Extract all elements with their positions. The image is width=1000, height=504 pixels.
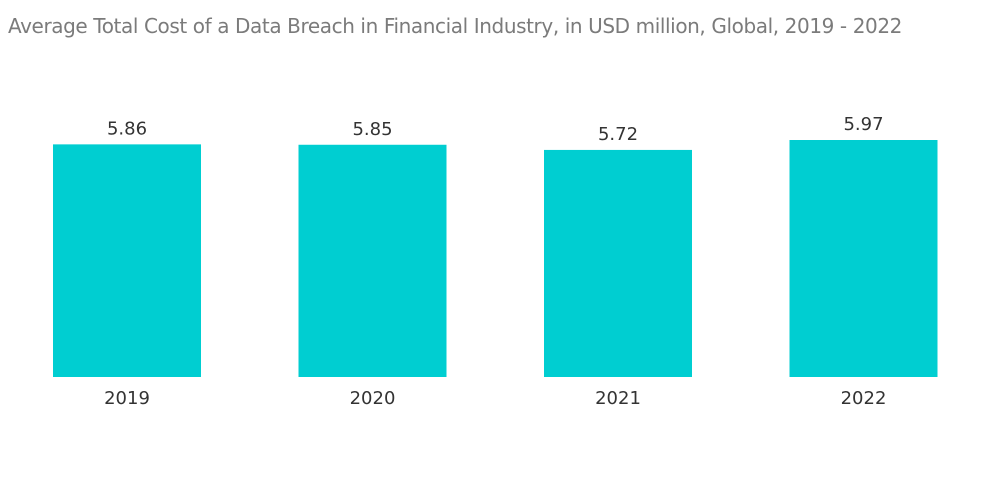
value-labels-layer: 5.86 5.85 5.72 5.97 (107, 114, 884, 145)
x-tick-label-2022: 2022 (841, 388, 887, 409)
bar-2022 (789, 140, 938, 377)
value-label-2021: 5.72 (598, 124, 638, 145)
x-axis-ticks: 2019 2020 2021 2022 (104, 388, 886, 409)
bar-2020 (298, 144, 447, 377)
x-tick-label-2019: 2019 (104, 388, 150, 409)
bar-2021 (544, 149, 692, 377)
x-tick-label-2020: 2020 (350, 388, 396, 409)
value-label-2020: 5.85 (352, 119, 392, 140)
chart-title: Average Total Cost of a Data Breach in F… (8, 14, 902, 38)
x-tick-label-2021: 2021 (595, 388, 641, 409)
bars-layer (53, 140, 938, 377)
value-label-2022: 5.97 (843, 114, 883, 135)
bar-2019 (53, 144, 201, 377)
value-label-2019: 5.86 (107, 118, 147, 139)
